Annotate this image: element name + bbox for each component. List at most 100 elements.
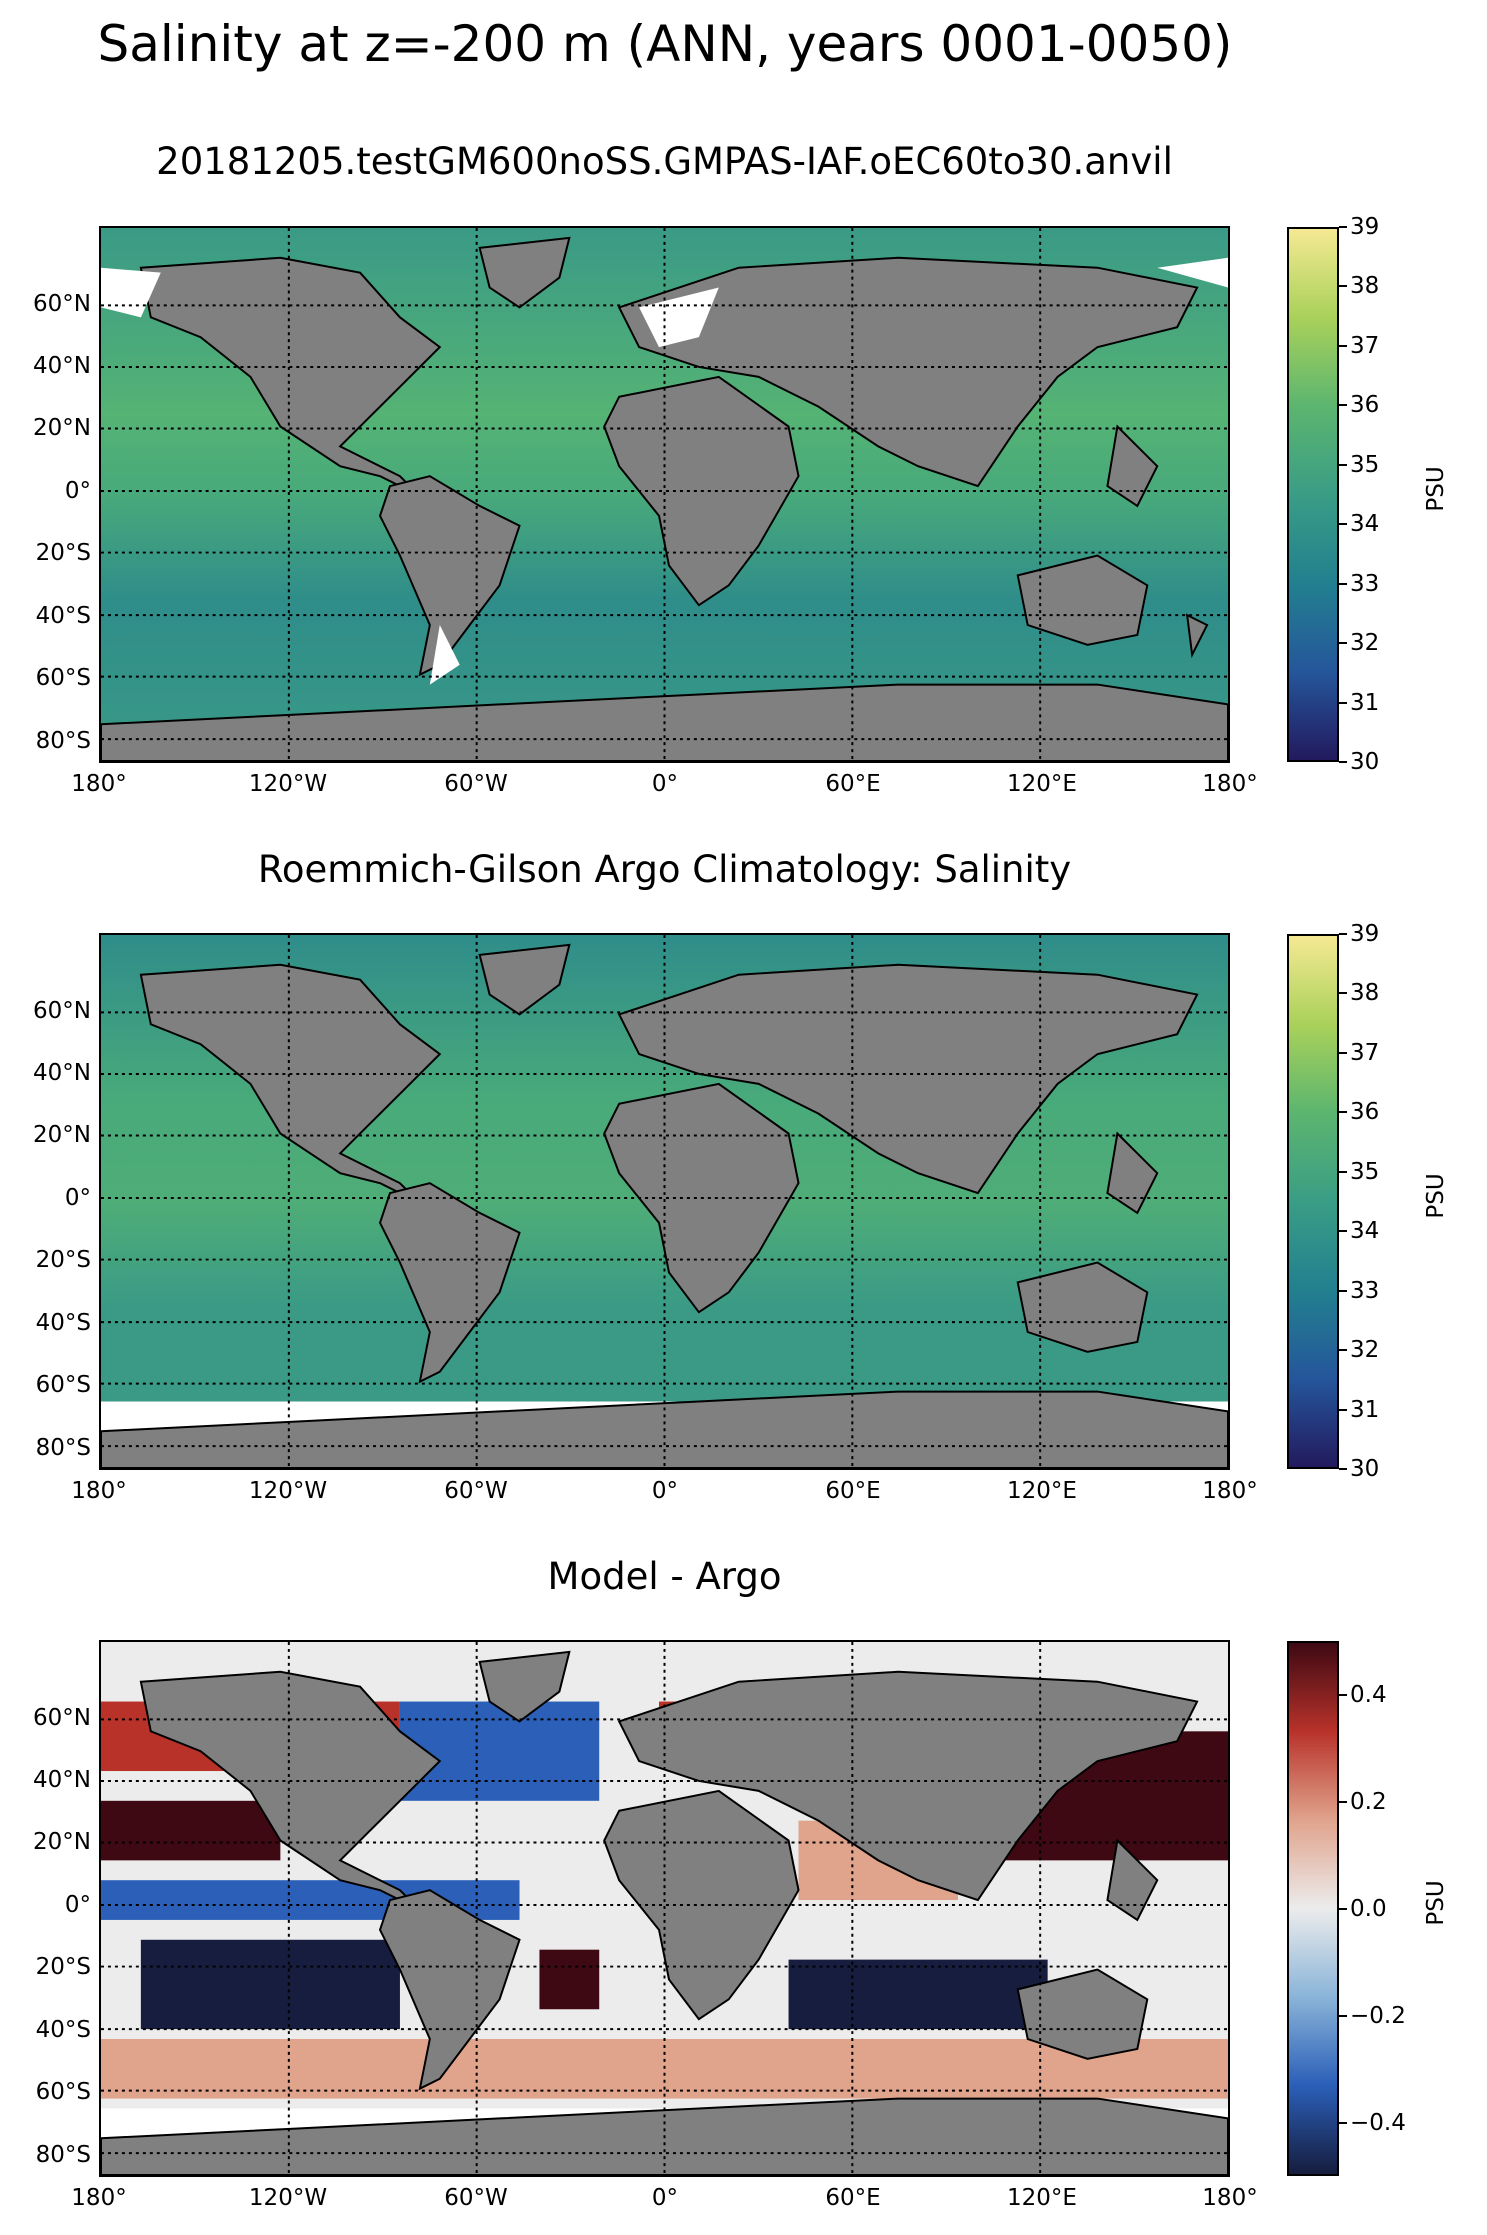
figure-title: Salinity at z=-200 m (ANN, years 0001-00… — [97, 15, 1233, 73]
lat-label: 40°N — [33, 1060, 91, 1086]
colorbar-tick — [1339, 1289, 1347, 1292]
colorbar-2 — [1287, 934, 1339, 1469]
colorbar-tick-label: 0.0 — [1350, 1895, 1387, 1922]
lat-label: 40°N — [33, 353, 91, 379]
panel2-map — [99, 933, 1230, 1470]
colorbar-tick — [1339, 1693, 1347, 1696]
panel3-title: Model - Argo — [547, 1555, 782, 1598]
lat-label: 20°N — [33, 1829, 91, 1855]
lat-label: 60°S — [35, 1372, 91, 1398]
colorbar-tick-label: 39 — [1350, 921, 1380, 947]
lat-label: 60°N — [33, 291, 91, 317]
colorbar-tick-label: 33 — [1350, 1277, 1380, 1304]
lon-label: 120°E — [1007, 1478, 1077, 1504]
colorbar-tick — [1339, 404, 1347, 407]
lat-label: 60°N — [33, 998, 91, 1024]
colorbar-tick — [1339, 1907, 1347, 1910]
lon-label: 0° — [651, 2185, 679, 2211]
lon-label: 180° — [71, 771, 127, 797]
lat-label: 20°N — [33, 415, 91, 441]
lon-label: 120°W — [248, 771, 328, 797]
colorbar-tick — [1339, 463, 1347, 466]
colorbar-tick-label: 0.2 — [1350, 1788, 1387, 1815]
lat-label: 40°S — [35, 1310, 91, 1336]
colorbar-1-label: PSU — [1423, 466, 1449, 512]
lon-label: 60°E — [825, 2185, 881, 2211]
colorbar-tick-label: 35 — [1350, 1158, 1380, 1185]
lat-label: 60°S — [35, 665, 91, 691]
lon-label: 60°W — [444, 1478, 508, 1504]
lon-label: 120°E — [1007, 2185, 1077, 2211]
colorbar-tick — [1339, 992, 1347, 995]
colorbar-tick-label: 30 — [1350, 749, 1380, 775]
graticule — [101, 1642, 1228, 2175]
colorbar-tick — [1339, 2014, 1347, 2017]
lon-label: 60°W — [444, 771, 508, 797]
colorbar-tick — [1339, 582, 1347, 585]
colorbar-tick-label: 37 — [1350, 1039, 1380, 1066]
colorbar-tick — [1339, 1408, 1347, 1411]
colorbar-tick-label: 38 — [1350, 273, 1380, 300]
panel2-title: Roemmich-Gilson Argo Climatology: Salini… — [257, 848, 1072, 891]
colorbar-2-label: PSU — [1423, 1173, 1449, 1219]
colorbar-tick — [1339, 1800, 1347, 1803]
colorbar-tick-label: 34 — [1350, 1218, 1380, 1245]
colorbar-tick — [1339, 1170, 1347, 1173]
colorbar-1 — [1287, 227, 1339, 762]
colorbar-tick — [1339, 933, 1347, 935]
lon-label: 60°E — [825, 771, 881, 797]
panel3-map — [99, 1640, 1230, 2177]
colorbar-tick-label: 31 — [1350, 689, 1380, 716]
colorbar-tick-label: 39 — [1350, 214, 1380, 240]
lat-label: 20°S — [35, 1247, 91, 1273]
colorbar-tick-label: 33 — [1350, 570, 1380, 597]
colorbar-tick-label: −0.4 — [1350, 2109, 1406, 2136]
lat-label: 60°S — [35, 2079, 91, 2105]
colorbar-tick-label: 30 — [1350, 1456, 1380, 1482]
graticule — [101, 935, 1228, 1468]
colorbar-tick — [1339, 642, 1347, 645]
colorbar-tick — [1339, 285, 1347, 288]
colorbar-tick — [1339, 1111, 1347, 1114]
colorbar-tick-label: 38 — [1350, 980, 1380, 1007]
lat-label: 20°N — [33, 1122, 91, 1148]
lat-label: 60°N — [33, 1705, 91, 1731]
lon-label: 180° — [71, 1478, 127, 1504]
lon-label: 120°W — [248, 1478, 328, 1504]
lat-label: 80°S — [35, 728, 91, 754]
lat-label: 40°N — [33, 1767, 91, 1793]
colorbar-tick — [1339, 761, 1347, 763]
lon-label: 60°W — [444, 2185, 508, 2211]
colorbar-tick-label: 37 — [1350, 332, 1380, 359]
lat-label: 20°S — [35, 1954, 91, 1980]
lon-label: 0° — [651, 1478, 679, 1504]
graticule — [101, 228, 1228, 761]
colorbar-tick — [1339, 1051, 1347, 1054]
colorbar-tick-label: 0.4 — [1350, 1681, 1387, 1708]
colorbar-tick — [1339, 1230, 1347, 1233]
lat-label: 80°S — [35, 1435, 91, 1461]
colorbar-3 — [1287, 1641, 1339, 2176]
colorbar-tick-label: −0.2 — [1350, 2002, 1406, 2029]
colorbar-tick-label: 32 — [1350, 630, 1380, 657]
lat-label: 0° — [64, 1892, 91, 1918]
colorbar-tick — [1339, 1468, 1347, 1470]
lat-label: 0° — [64, 478, 91, 504]
panel1-map — [99, 226, 1230, 763]
lon-label: 0° — [651, 771, 679, 797]
lon-label: 120°W — [248, 2185, 328, 2211]
colorbar-tick — [1339, 523, 1347, 526]
lon-label: 60°E — [825, 1478, 881, 1504]
lat-label: 40°S — [35, 2017, 91, 2043]
lon-label: 120°E — [1007, 771, 1077, 797]
colorbar-tick — [1339, 701, 1347, 704]
lon-label: 180° — [1202, 1478, 1258, 1504]
colorbar-3-label: PSU — [1423, 1880, 1449, 1926]
colorbar-tick — [1339, 2121, 1347, 2124]
colorbar-tick — [1339, 1349, 1347, 1352]
lat-label: 20°S — [35, 540, 91, 566]
lat-label: 80°S — [35, 2142, 91, 2168]
colorbar-tick — [1339, 344, 1347, 347]
panel1-title: 20181205.testGM600noSS.GMPAS-IAF.oEC60to… — [156, 140, 1173, 183]
lon-label: 180° — [71, 2185, 127, 2211]
